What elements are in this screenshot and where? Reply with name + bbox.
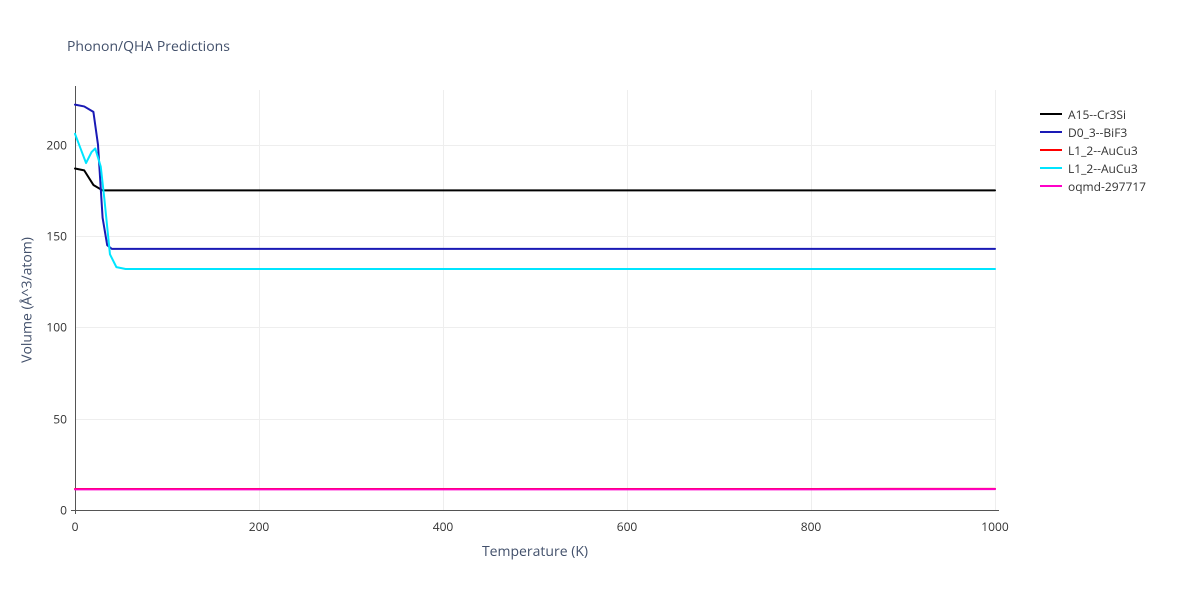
series-canvas: [75, 90, 995, 510]
y-tick-label: 50: [53, 410, 67, 427]
x-tick-label: 600: [617, 518, 638, 535]
legend-item[interactable]: oqmd-297717: [1040, 177, 1146, 195]
plot-area: [75, 90, 995, 510]
y-tick-label: 100: [46, 319, 67, 336]
y-tick-label: 200: [46, 136, 67, 153]
grid-line-v: [995, 90, 996, 510]
legend-item[interactable]: A15--Cr3Si: [1040, 105, 1146, 123]
legend-label: D0_3--BiF3: [1068, 124, 1127, 141]
x-tick-label: 1000: [981, 518, 1008, 535]
legend-item[interactable]: L1_2--AuCu3: [1040, 159, 1146, 177]
x-tick-label: 400: [433, 518, 454, 535]
x-axis-label: Temperature (K): [482, 542, 588, 561]
x-tick-label: 200: [249, 518, 270, 535]
series-line[interactable]: [75, 105, 995, 249]
y-tick-label: 150: [46, 228, 67, 245]
chart-title: Phonon/QHA Predictions: [67, 37, 230, 56]
legend: A15--Cr3SiD0_3--BiF3L1_2--AuCu3L1_2--AuC…: [1040, 105, 1146, 195]
legend-label: A15--Cr3Si: [1068, 106, 1126, 123]
x-tick-label: 800: [801, 518, 822, 535]
legend-item[interactable]: D0_3--BiF3: [1040, 123, 1146, 141]
y-tick-label: 0: [60, 502, 67, 519]
legend-swatch: [1040, 149, 1062, 151]
legend-swatch: [1040, 167, 1062, 169]
series-line[interactable]: [75, 169, 995, 191]
legend-label: oqmd-297717: [1068, 178, 1146, 195]
legend-label: L1_2--AuCu3: [1068, 142, 1138, 159]
legend-item[interactable]: L1_2--AuCu3: [1040, 141, 1146, 159]
x-tick-label: 0: [72, 518, 79, 535]
y-axis-label: Volume (Å^3/atom): [18, 237, 37, 363]
legend-swatch: [1040, 185, 1062, 187]
legend-swatch: [1040, 113, 1062, 115]
legend-swatch: [1040, 131, 1062, 133]
x-axis-line: [71, 510, 999, 511]
legend-label: L1_2--AuCu3: [1068, 160, 1138, 177]
